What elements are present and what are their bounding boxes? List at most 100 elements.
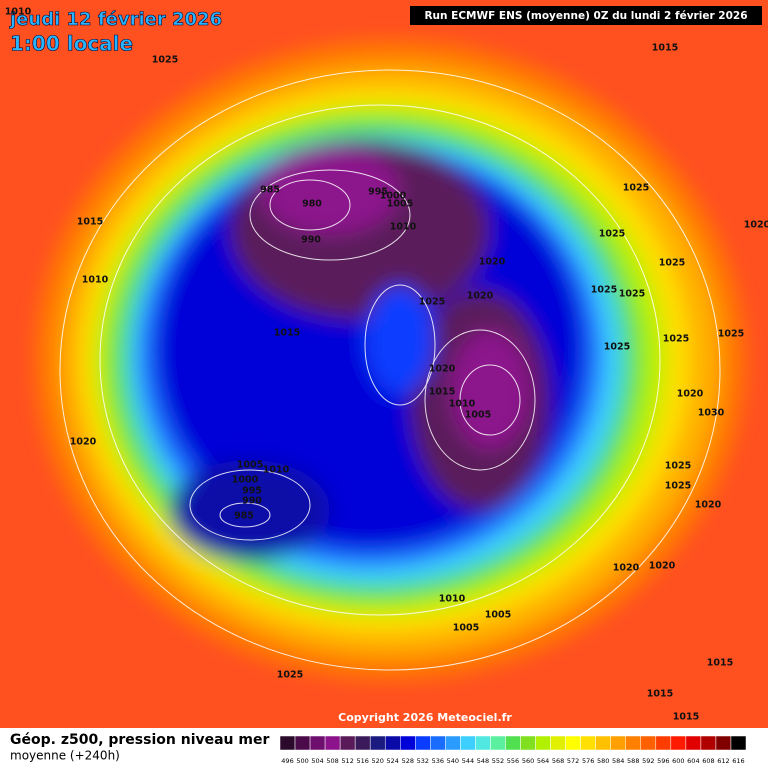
scale-label: 528	[402, 757, 414, 765]
scale-label: 512	[341, 757, 353, 765]
isobar-label: 1010	[390, 222, 417, 233]
scale-label: 524	[387, 757, 399, 765]
scale-swatch	[354, 735, 371, 751]
isobar-label: 1005	[387, 199, 413, 210]
scale-swatch	[490, 735, 506, 751]
isobar-label: 1025	[591, 285, 617, 296]
scale-swatch	[475, 735, 491, 751]
scale-label: 504	[311, 757, 323, 765]
scale-swatch	[700, 735, 717, 751]
scale-label: 576	[582, 757, 594, 765]
copyright: Copyright 2026 Meteociel.fr	[338, 711, 512, 724]
scale-swatch	[550, 735, 566, 751]
scale-label: 596	[657, 757, 669, 765]
scale-label: 616	[732, 757, 744, 765]
scale-label: 588	[627, 757, 639, 765]
scale-label: 544	[462, 757, 474, 765]
scale-swatch	[339, 735, 356, 751]
scale-swatch	[685, 735, 702, 751]
isobar-label: 1015	[429, 387, 455, 398]
isobar-label: 1015	[652, 43, 678, 54]
scale-label: 572	[567, 757, 579, 765]
scale-label: 580	[597, 757, 609, 765]
isobar-label: 1025	[663, 334, 689, 345]
isobar-label: 1015	[647, 689, 673, 700]
isobar-label: 1005	[237, 460, 263, 471]
isobar-label: 1025	[419, 297, 445, 308]
scale-swatch	[445, 735, 461, 751]
isobar-label: 1020	[479, 257, 506, 268]
scale-label: 520	[371, 757, 383, 765]
scale-label: 516	[356, 757, 368, 765]
isobar-label: 1020	[677, 389, 704, 400]
scale-swatch	[715, 735, 732, 751]
scale-swatch	[625, 735, 642, 751]
isobar-label: 1015	[673, 712, 699, 723]
scale-label: 508	[326, 757, 338, 765]
isobar-label: 1020	[695, 500, 722, 511]
scale-swatch	[520, 735, 536, 751]
isobar-label: 990	[242, 496, 262, 507]
scale-label: 612	[717, 757, 729, 765]
scale-swatch	[580, 735, 596, 751]
scale-label: 608	[702, 757, 714, 765]
scale-swatch	[309, 735, 326, 751]
isobar-label: 1000	[380, 191, 407, 202]
isobar-label: 1025	[623, 183, 649, 194]
scale-swatch	[400, 735, 416, 751]
scale-label: 532	[417, 757, 429, 765]
isobar-label: 1010	[5, 7, 32, 18]
isobar-label: 1010	[439, 594, 466, 605]
scale-swatch	[415, 735, 431, 751]
isobar-label: 1020	[613, 563, 640, 574]
isobar-label: 1025	[665, 461, 691, 472]
scale-label: 560	[522, 757, 534, 765]
isobar-label: 1000	[232, 475, 259, 486]
isobar-label: 1010	[82, 275, 109, 286]
isobar-label: 1030	[698, 408, 725, 419]
isobar-label: 1015	[77, 217, 103, 228]
isobar-label: 1025	[152, 55, 178, 66]
isobar-label: 1020	[467, 291, 494, 302]
scale-swatch	[595, 735, 611, 751]
scale-swatch	[505, 735, 521, 751]
isobar-label: 1015	[707, 658, 733, 669]
run-info: Run ECMWF ENS (moyenne) 0Z du lundi 2 fé…	[424, 10, 747, 22]
isobar-label: 1020	[744, 220, 768, 231]
isobar-label: 1025	[665, 481, 691, 492]
isobar-label: 1020	[70, 437, 97, 448]
scale-label: 496	[281, 757, 293, 765]
run-box	[410, 6, 762, 25]
isobar-label: 1005	[453, 623, 479, 634]
scale-swatch	[369, 735, 386, 751]
scale-label: 600	[672, 757, 684, 765]
scale-swatch	[670, 735, 687, 751]
isobar-label: 1020	[649, 561, 676, 572]
scale-label: 564	[537, 757, 549, 765]
scale-label: 568	[552, 757, 564, 765]
isobar-label: 1005	[465, 410, 491, 421]
scale-swatch	[535, 735, 551, 751]
scale-swatch	[384, 735, 401, 751]
scale-label: 548	[477, 757, 489, 765]
scale-label: 592	[642, 757, 654, 765]
time: 1:00 locale	[10, 32, 133, 56]
scale-swatch	[610, 735, 626, 751]
isobar-label: 995	[242, 486, 262, 497]
scale-swatch	[460, 735, 476, 751]
isobar-label: 985	[260, 185, 280, 196]
isobar-label: 985	[234, 511, 254, 522]
scale-swatch	[430, 735, 446, 751]
isobar-label: 1015	[274, 328, 300, 339]
isobar-label: 1025	[659, 258, 685, 269]
isobar-label: 1010	[449, 399, 476, 410]
isobar-label: 995	[368, 187, 388, 198]
scale-label: 552	[492, 757, 504, 765]
isobar-label: 990	[301, 235, 321, 246]
scale-swatch	[279, 735, 296, 751]
isobar-label: 1025	[619, 289, 645, 300]
isobar-label: 1025	[277, 670, 303, 681]
isobar-label: 1025	[599, 229, 625, 240]
date: jeudi 12 février 2026	[9, 9, 222, 30]
